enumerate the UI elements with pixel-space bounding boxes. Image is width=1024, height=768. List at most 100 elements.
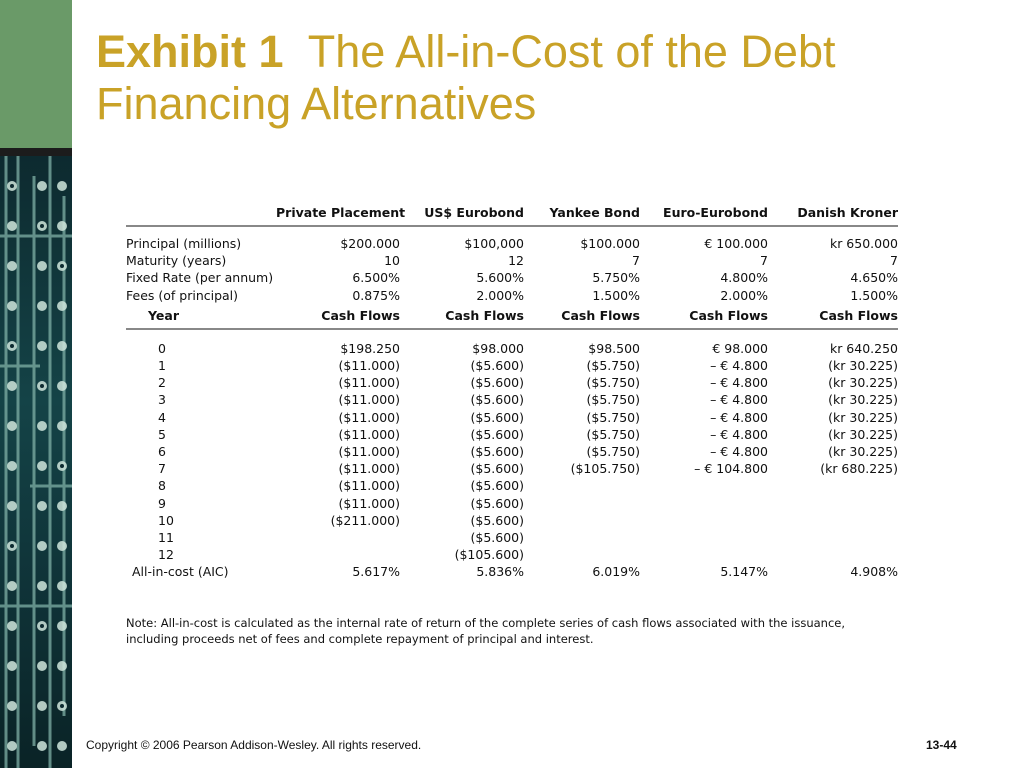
title-text: The All-in-Cost of the Debt Financing Al… <box>96 26 836 129</box>
table-cell: (kr 30.225) <box>828 375 898 391</box>
table-cell: (kr 30.225) <box>828 392 898 408</box>
table-cell: 0.875% <box>352 287 400 303</box>
table-cell: 1.500% <box>592 287 640 303</box>
terms-row: Principal (millions) $200.000 $100,000 $… <box>126 235 898 252</box>
cashflow-row: 12 ($105.600) <box>126 546 898 563</box>
table-cell: 5.617% <box>352 564 400 580</box>
table-cell: 10 <box>384 253 400 269</box>
table-note: Note: All-in-cost is calculated as the i… <box>126 616 846 646</box>
cashflow-row: 8 ($11.000) ($5.600) <box>126 477 898 494</box>
table-cell: – € 4.800 <box>710 409 768 425</box>
header-cell: Cash Flows <box>524 303 640 330</box>
year-cell: 10 <box>158 512 174 528</box>
year-cell: 0 <box>158 340 166 356</box>
year-cell: 5 <box>158 426 166 442</box>
table-cell: ($5.600) <box>470 478 525 494</box>
table-cell: (kr 30.225) <box>828 444 898 460</box>
table-cell: $98.500 <box>588 340 640 356</box>
table-cell: – € 4.800 <box>710 392 768 408</box>
table-cell: $98.000 <box>472 340 524 356</box>
table-cell <box>768 546 898 563</box>
table-cell: – € 4.800 <box>710 444 768 460</box>
alternatives-header-row: Private Placement US$ Eurobond Yankee Bo… <box>126 199 898 227</box>
header-cell: Euro-Eurobond <box>640 199 768 227</box>
cashflow-row: 10 ($211.000) ($5.600) <box>126 512 898 529</box>
cashflow-row: 1 ($11.000) ($5.600) ($5.750) – € 4.800 … <box>126 357 898 374</box>
table-cell: ($5.750) <box>586 426 641 442</box>
table-cell: 1.500% <box>850 287 898 303</box>
table-cell: 5.600% <box>476 270 524 286</box>
table-cell: ($5.600) <box>470 392 525 408</box>
table-cell <box>768 529 898 546</box>
year-cell: 3 <box>158 392 166 408</box>
table-cell: ($5.750) <box>586 392 641 408</box>
row-label: Fixed Rate (per annum) <box>126 270 274 286</box>
table-cell: 5.836% <box>476 564 524 580</box>
cashflow-row: 3 ($11.000) ($5.600) ($5.750) – € 4.800 … <box>126 391 898 408</box>
table-cell <box>276 529 400 546</box>
circuit-board-image <box>0 156 72 768</box>
cashflow-row: 2 ($11.000) ($5.600) ($5.750) – € 4.800 … <box>126 374 898 391</box>
table-cell: ($5.600) <box>470 461 525 477</box>
table-cell <box>640 529 768 546</box>
table-cell: kr 640.250 <box>829 340 898 356</box>
header-cell: Year <box>126 303 276 330</box>
table-cell: 6.019% <box>592 564 640 580</box>
header-cell <box>126 199 276 227</box>
cashflow-row: 4 ($11.000) ($5.600) ($5.750) – € 4.800 … <box>126 409 898 426</box>
table-cell: ($5.750) <box>586 358 641 374</box>
exhibit-table-container: Private Placement US$ Eurobond Yankee Bo… <box>126 199 898 581</box>
table-cell <box>768 495 898 512</box>
table-cell: (kr 30.225) <box>828 409 898 425</box>
year-cell: 4 <box>158 409 166 425</box>
table-cell: ($11.000) <box>338 478 400 494</box>
table-cell: 4.650% <box>850 270 898 286</box>
table-cell: ($5.600) <box>470 358 525 374</box>
table-cell: 2.000% <box>476 287 524 303</box>
cashflow-header-row: Year Cash Flows Cash Flows Cash Flows Ca… <box>126 303 898 330</box>
cashflow-row: 0 $198.250 $98.000 $98.500 € 98.000 kr 6… <box>126 340 898 357</box>
table-cell: – € 4.800 <box>710 426 768 442</box>
table-cell: ($105.750) <box>570 461 640 477</box>
table-cell: ($11.000) <box>338 392 400 408</box>
table-cell: 12 <box>508 253 524 269</box>
table-cell: $198.250 <box>340 340 400 356</box>
title-exhibit-label: Exhibit 1 <box>96 26 284 77</box>
table-cell: 5.147% <box>720 564 768 580</box>
table-cell: (kr 30.225) <box>828 358 898 374</box>
header-cell: Cash Flows <box>768 303 898 330</box>
table-cell: – € 4.800 <box>710 358 768 374</box>
table-cell: 5.750% <box>592 270 640 286</box>
table-cell <box>640 512 768 529</box>
header-cell: Danish Kroner <box>768 199 898 227</box>
table-cell: ($5.600) <box>470 495 525 511</box>
table-cell: ($11.000) <box>338 461 400 477</box>
year-cell: 1 <box>158 358 166 374</box>
table-cell <box>640 477 768 494</box>
table-cell: 2.000% <box>720 287 768 303</box>
cashflow-row: 6 ($11.000) ($5.600) ($5.750) – € 4.800 … <box>126 443 898 460</box>
table-cell <box>524 529 640 546</box>
table-cell: $200.000 <box>340 236 400 251</box>
row-label: Principal (millions) <box>126 236 242 251</box>
terms-row: Fees (of principal) 0.875% 2.000% 1.500%… <box>126 287 898 304</box>
table-cell <box>768 512 898 529</box>
footer-copyright: Copyright © 2006 Pearson Addison-Wesley.… <box>86 738 422 752</box>
table-cell: ($5.600) <box>470 409 525 425</box>
table-cell: ($211.000) <box>330 512 400 528</box>
cashflow-row: 11 ($5.600) <box>126 529 898 546</box>
table-cell <box>276 546 400 563</box>
table-cell <box>768 477 898 494</box>
table-cell <box>524 495 640 512</box>
table-cell <box>524 546 640 563</box>
table-cell: ($105.600) <box>454 547 524 563</box>
table-cell: ($5.750) <box>586 409 641 425</box>
header-cell: US$ Eurobond <box>400 199 524 227</box>
row-label: All-in-cost (AIC) <box>132 564 229 580</box>
cashflow-row: 5 ($11.000) ($5.600) ($5.750) – € 4.800 … <box>126 426 898 443</box>
table-cell: – € 4.800 <box>710 375 768 391</box>
table-cell: ($5.600) <box>470 512 525 528</box>
row-label: Fees (of principal) <box>126 287 239 303</box>
header-cell: Yankee Bond <box>524 199 640 227</box>
table-cell: 7 <box>632 253 640 269</box>
